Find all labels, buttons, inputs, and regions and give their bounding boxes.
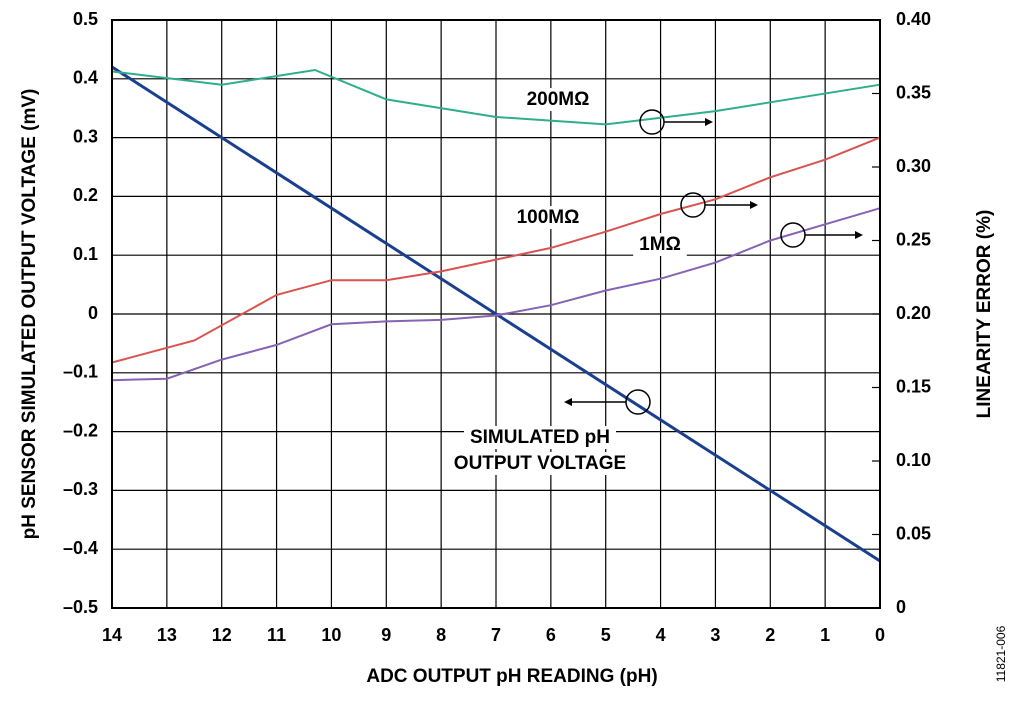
annotation: 11821-006	[994, 625, 1008, 682]
x-tick-label: 6	[546, 625, 556, 645]
y-tick-label: 0.2	[73, 185, 98, 205]
series-label: 100MΩ	[517, 207, 580, 228]
y2-tick-label: 0.10	[896, 450, 931, 470]
x-tick-label: 2	[765, 625, 775, 645]
plot	[111, 65, 881, 563]
y2-tick-label: 0.35	[896, 82, 931, 102]
y-tick-label: 0.5	[73, 9, 98, 29]
label-bg	[463, 426, 617, 450]
x-tick-label: 9	[381, 625, 391, 645]
annotation: SIMULATED pH	[470, 427, 610, 448]
label-bg	[447, 452, 633, 476]
x-tick-label: 0	[875, 625, 885, 645]
x-tick-label: 11	[267, 625, 286, 645]
x-axis-title: ADC OUTPUT pH READING (pH)	[366, 666, 657, 687]
x-tick-label: 1	[820, 625, 830, 645]
x-tick-label: 7	[491, 625, 501, 645]
y-tick-label: 0	[88, 303, 98, 323]
x-tick-label: 3	[710, 625, 720, 645]
y2-tick-label: 0	[896, 597, 906, 617]
y2-tick-label: 0.15	[896, 376, 931, 396]
series-line	[111, 65, 881, 563]
x-tick-label: 14	[102, 625, 122, 645]
x-tick-label: 12	[212, 625, 232, 645]
y2-tick-label: 0.25	[896, 229, 931, 249]
y-axis-title: pH SENSOR SIMULATED OUTPUT VOLTAGE (mV)	[19, 89, 40, 540]
y-tick-label: –0.1	[63, 362, 98, 382]
label-bg	[633, 233, 687, 257]
label-bg	[520, 88, 596, 112]
series-line	[111, 207, 881, 382]
series-line	[111, 136, 881, 364]
y-tick-label: –0.5	[63, 597, 98, 617]
y2-tick-label: 0.40	[896, 9, 931, 29]
grid	[111, 19, 881, 609]
series-label: 200MΩ	[527, 89, 590, 110]
arrowheads	[564, 118, 863, 406]
y2-tick-label: 0.05	[896, 523, 931, 543]
arrows	[572, 109, 855, 415]
x-tick-label: 5	[601, 625, 611, 645]
x-tick-label: 4	[656, 625, 666, 645]
y-tick-label: –0.4	[63, 538, 98, 558]
annotation: OUTPUT VOLTAGE	[454, 453, 626, 474]
y2-tick-label: 0.30	[896, 156, 931, 176]
label-bg	[510, 206, 586, 230]
y-tick-label: 0.3	[73, 126, 98, 146]
series-label: 1MΩ	[639, 234, 681, 255]
y-tick-label: –0.3	[63, 479, 98, 499]
y-tick-label: 0.4	[73, 68, 98, 88]
y2-tick-label: 0.20	[896, 303, 931, 323]
x-tick-label: 13	[157, 625, 177, 645]
y-tick-label: –0.2	[63, 420, 98, 440]
series-line	[111, 68, 881, 126]
x-tick-label: 10	[321, 625, 341, 645]
y2-axis-title: LINEARITY ERROR (%)	[974, 210, 995, 419]
y-tick-label: 0.1	[73, 244, 98, 264]
x-tick-label: 8	[436, 625, 446, 645]
